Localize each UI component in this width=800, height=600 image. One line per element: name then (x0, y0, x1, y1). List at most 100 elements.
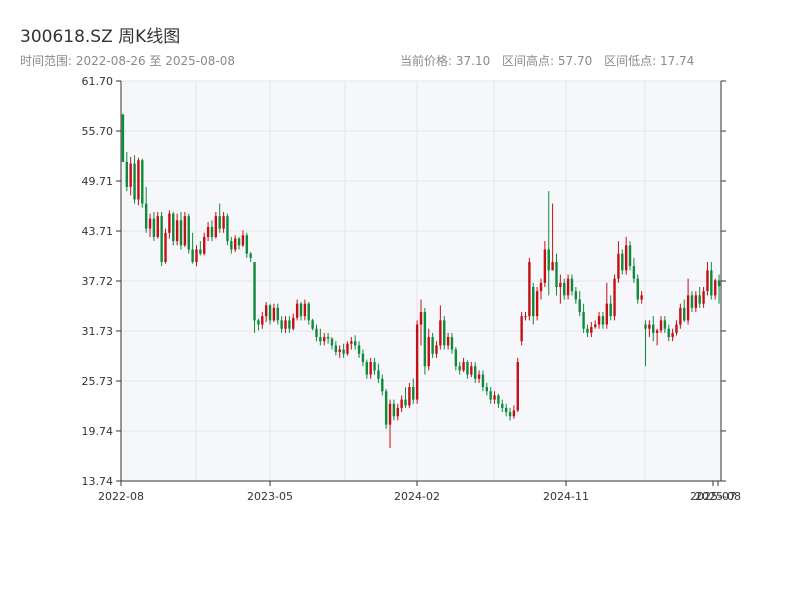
candle (535, 287, 539, 321)
y-tick-label: 49.71 (82, 175, 114, 188)
candle (555, 253, 558, 296)
candle (423, 307, 427, 375)
candle (466, 360, 469, 379)
candle-body (593, 324, 597, 328)
candle-body (338, 349, 341, 353)
candle (330, 337, 334, 350)
candle-body (574, 291, 578, 300)
candle-body (419, 312, 423, 325)
candle (574, 287, 578, 304)
candle (679, 303, 682, 329)
candle-body (257, 320, 260, 325)
y-tick-label: 19.74 (82, 425, 114, 438)
candle (319, 328, 322, 346)
candle (257, 318, 260, 331)
candle-body (497, 395, 500, 404)
candle-body (245, 235, 249, 254)
candle-body (458, 366, 461, 371)
candle-body (276, 307, 279, 321)
candle-body (152, 218, 156, 237)
candle (628, 241, 632, 271)
candle (690, 291, 694, 313)
candle-body (187, 216, 190, 250)
y-tick-label: 37.72 (82, 275, 114, 288)
candle (481, 370, 485, 392)
candle (450, 332, 454, 354)
candle (210, 220, 214, 242)
candle-body (203, 236, 206, 254)
candle (497, 393, 500, 408)
stats-row: 当前价格: 37.10 区间高点: 57.70 区间低点: 17.74 (400, 52, 694, 69)
candle (388, 399, 392, 448)
candle (203, 232, 206, 256)
candle-body (330, 338, 334, 346)
candle-body (582, 312, 585, 329)
candle (315, 324, 318, 342)
candle (710, 261, 713, 300)
candle-body (551, 261, 554, 271)
candle (713, 278, 717, 300)
x-tick-label: 2022-08 (98, 490, 144, 503)
candle-body (547, 249, 550, 271)
candle (230, 236, 233, 254)
candle (698, 287, 701, 308)
candle-body (288, 320, 291, 329)
candle (559, 274, 562, 304)
candle (624, 236, 628, 275)
candle-body (241, 235, 245, 246)
candle (659, 316, 663, 333)
candle-body (121, 114, 125, 162)
axes: 13.74 19.74 25.73 31.73 37.72 43.71 49.71 55.70… (82, 75, 741, 503)
candle-body (636, 278, 639, 300)
candle-body (357, 345, 361, 354)
candle-body (648, 324, 651, 329)
candle (520, 312, 523, 346)
candle (539, 278, 543, 300)
candle (431, 332, 434, 358)
candle (640, 291, 643, 304)
candle (148, 213, 152, 237)
candle-body (563, 282, 566, 296)
candle (164, 228, 167, 264)
candle (121, 114, 125, 162)
candle (404, 387, 407, 408)
candle (233, 235, 237, 252)
candle-body (516, 362, 519, 411)
candle (253, 261, 256, 333)
candle (412, 378, 415, 404)
candle (206, 221, 210, 242)
candle (199, 241, 202, 256)
candle-body (230, 241, 233, 250)
candle (512, 405, 516, 419)
candle-body (690, 295, 694, 308)
candle (218, 203, 221, 233)
candle (504, 403, 508, 417)
candle-body (462, 362, 465, 371)
candle (570, 274, 574, 296)
candle-body (679, 307, 682, 325)
candle (613, 274, 616, 321)
candle-body (350, 341, 353, 344)
candle-body (365, 362, 369, 375)
candle (226, 213, 229, 246)
candle-body (137, 160, 140, 200)
candle (652, 316, 655, 342)
candle (694, 291, 698, 313)
candle-body (493, 395, 496, 400)
candle-body (706, 270, 709, 292)
candle-body (446, 337, 450, 346)
candle (361, 349, 365, 367)
candle-body (566, 278, 570, 296)
candle-body (264, 305, 268, 317)
candle-body (148, 218, 152, 229)
candle (183, 211, 187, 247)
candle-body (570, 278, 574, 292)
candle (462, 357, 465, 373)
candle-body (450, 337, 454, 350)
candle (303, 299, 307, 321)
candle-body (520, 316, 523, 342)
candle-body (431, 337, 434, 354)
candle-body (388, 403, 392, 425)
candle (593, 320, 597, 329)
candle (346, 341, 349, 356)
